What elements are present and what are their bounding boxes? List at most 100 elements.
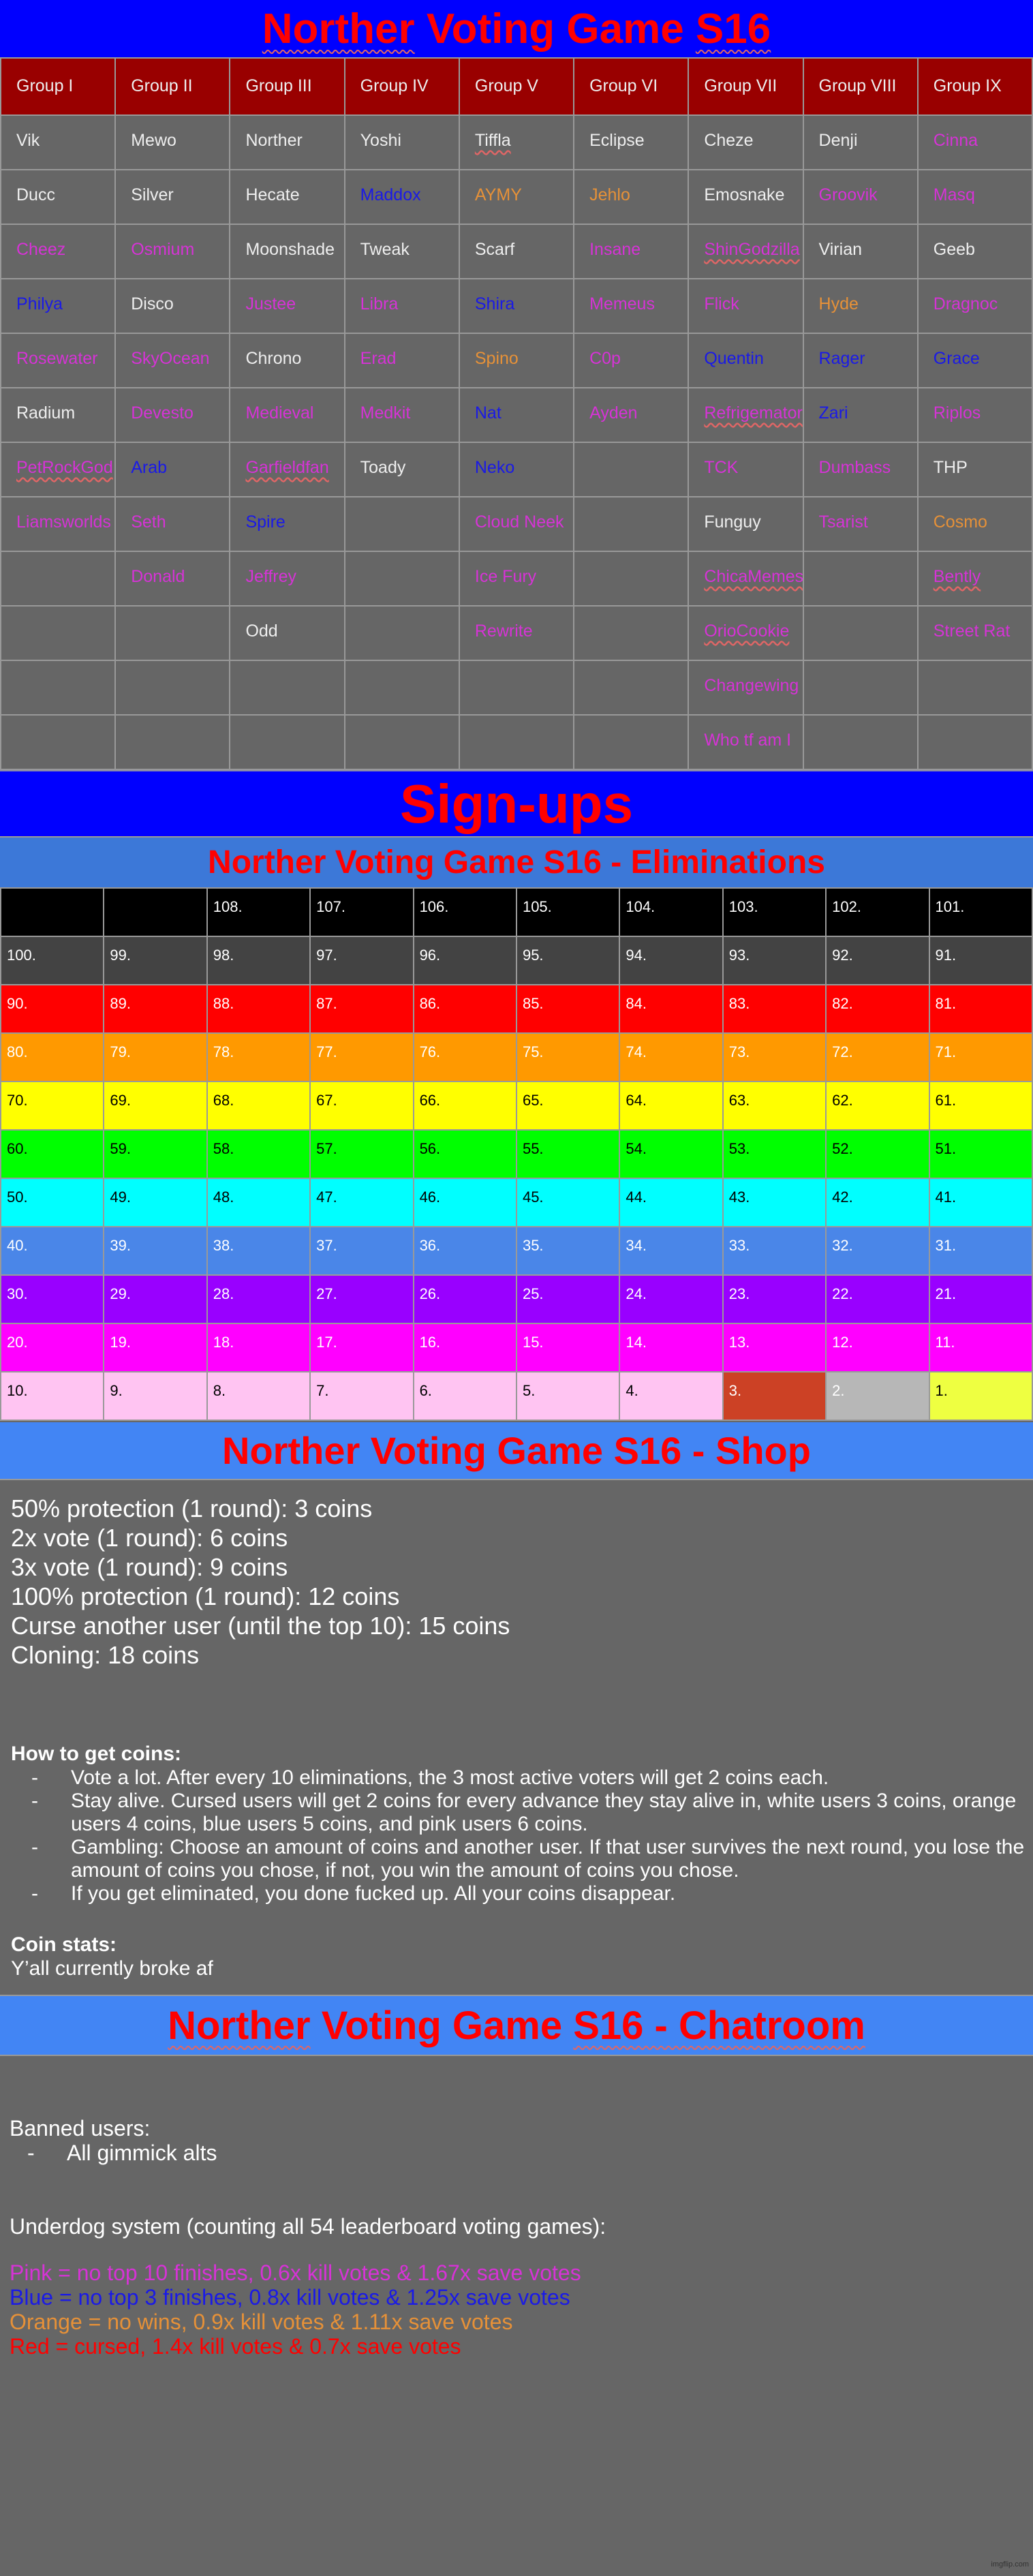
player-name: Chrono bbox=[245, 349, 302, 368]
group-cell: Osmium bbox=[114, 224, 231, 279]
group-cell: Philya bbox=[0, 278, 117, 334]
placement-label: 70. bbox=[7, 1091, 28, 1109]
group-cell: Liamsworlds bbox=[0, 496, 117, 552]
placement-label: 67. bbox=[316, 1091, 337, 1109]
player-name: Arab bbox=[131, 458, 168, 477]
placement-label: 96. bbox=[419, 946, 441, 964]
elimination-slot: 15. bbox=[515, 1323, 621, 1373]
group-cell: Ayden bbox=[573, 387, 690, 443]
placement-label: 6. bbox=[419, 1381, 432, 1399]
elimination-slot: 92. bbox=[825, 936, 930, 985]
placement-label: 101. bbox=[935, 898, 965, 915]
player-name: Cloud Neek bbox=[474, 512, 564, 532]
group-cell: Rager bbox=[802, 333, 919, 388]
coin-rule: If you get eliminated, you done fucked u… bbox=[31, 1882, 1033, 1905]
elimination-slot: 77. bbox=[309, 1032, 414, 1082]
group-cell: PetRockGod bbox=[0, 442, 117, 497]
placement-label: 90. bbox=[7, 994, 28, 1012]
elimination-row: 90. 89. 88. 87. 86. 85. 84. 83. 82. 81. bbox=[0, 984, 1033, 1034]
player-name: Zari bbox=[818, 403, 848, 423]
underdog-tier: Pink = no top 10 finishes, 0.6x kill vot… bbox=[10, 2260, 581, 2285]
player-name: Rewrite bbox=[474, 622, 533, 641]
shop-item: 50% protection (1 round): 3 coins bbox=[11, 1494, 373, 1522]
player-name: Jeffrey bbox=[245, 567, 297, 586]
group-cell: Vik bbox=[0, 114, 117, 170]
placement-label: 45. bbox=[522, 1188, 544, 1206]
group-cell: Virian bbox=[802, 224, 919, 279]
group-cell bbox=[229, 660, 345, 716]
placement-label: 4. bbox=[626, 1381, 638, 1399]
player-name: Rosewater bbox=[16, 349, 98, 368]
placement-label: 32. bbox=[832, 1236, 853, 1254]
elimination-slot: 56. bbox=[412, 1129, 517, 1179]
elimination-row: 10. 9. 8. 7. 6. 5. 4. 3. 2. 1. bbox=[0, 1371, 1033, 1421]
placement-label: 16. bbox=[419, 1333, 441, 1351]
underdog-tier: Blue = no top 3 finishes, 0.8x kill vote… bbox=[10, 2285, 570, 2310]
placement-label: 1. bbox=[935, 1381, 948, 1399]
group-cell: Libra bbox=[343, 278, 460, 334]
placement-label: 31. bbox=[935, 1236, 957, 1254]
placement-label: 73. bbox=[728, 1043, 750, 1060]
group-header: Group III bbox=[229, 57, 345, 116]
elimination-slot: 66. bbox=[412, 1081, 517, 1131]
group-cell: Eclipse bbox=[573, 114, 690, 170]
placement-label: 53. bbox=[728, 1139, 750, 1157]
placement-label: 89. bbox=[110, 994, 131, 1012]
player-name: TCK bbox=[704, 458, 739, 477]
group-header: Group VII bbox=[688, 57, 804, 116]
placement-label: 56. bbox=[419, 1139, 441, 1157]
group-cell: OrioCookie bbox=[688, 605, 804, 661]
placement-label: 14. bbox=[626, 1333, 647, 1351]
placement-label: 68. bbox=[213, 1091, 234, 1109]
placement-label: 20. bbox=[7, 1333, 28, 1351]
elimination-slot: 28. bbox=[206, 1274, 311, 1324]
player-name: Justee bbox=[245, 294, 296, 313]
group-cell bbox=[916, 660, 1033, 716]
player-name: Dumbass bbox=[818, 458, 891, 477]
elimination-slot: 49. bbox=[103, 1178, 208, 1227]
elimination-row: 60. 59. 58. 57. 56. 55. 54. 53. 52. 51. bbox=[0, 1129, 1033, 1179]
placement-label: 8. bbox=[213, 1381, 226, 1399]
group-cell bbox=[458, 660, 575, 716]
group-cell: Geeb bbox=[916, 224, 1033, 279]
elimination-slot: 7. bbox=[309, 1371, 414, 1421]
group-cell: Maddox bbox=[343, 169, 460, 225]
group-cell: Street Rat bbox=[916, 605, 1033, 661]
player-name: OrioCookie bbox=[704, 622, 790, 641]
placement-label: 44. bbox=[626, 1188, 647, 1206]
placement-label: 72. bbox=[832, 1043, 853, 1060]
group-cell: Chrono bbox=[229, 333, 345, 388]
elimination-slot: 24. bbox=[619, 1274, 724, 1324]
elimination-slot: 89. bbox=[103, 984, 208, 1034]
signups-banner: Sign-ups bbox=[0, 770, 1033, 836]
placement-label: 94. bbox=[626, 946, 647, 964]
placement-label: 77. bbox=[316, 1043, 337, 1060]
banned-users-list: All gimmick alts bbox=[10, 2141, 1033, 2165]
player-name: Osmium bbox=[131, 240, 195, 259]
placement-label: 57. bbox=[316, 1139, 337, 1157]
elimination-slot: 34. bbox=[619, 1226, 724, 1276]
placement-label: 40. bbox=[7, 1236, 28, 1254]
placement-label: 62. bbox=[832, 1091, 853, 1109]
elimination-slot: 45. bbox=[515, 1178, 621, 1227]
group-cell bbox=[802, 551, 919, 607]
elimination-slot: 30. bbox=[0, 1274, 105, 1324]
player-name: Medkit bbox=[360, 403, 411, 423]
group-cell bbox=[229, 714, 345, 770]
placement-label: 36. bbox=[419, 1236, 441, 1254]
elimination-slot: 37. bbox=[309, 1226, 414, 1276]
group-cell: Tsarist bbox=[802, 496, 919, 552]
elimination-slot: 57. bbox=[309, 1129, 414, 1179]
placement-label: 37. bbox=[316, 1236, 337, 1254]
placement-label: 107. bbox=[316, 898, 345, 915]
group-cell: Nat bbox=[458, 387, 575, 443]
elimination-slot: 71. bbox=[928, 1032, 1033, 1082]
placement-label: 52. bbox=[832, 1139, 853, 1157]
placement-label: 2. bbox=[832, 1381, 845, 1399]
elimination-slot: 2. bbox=[825, 1371, 930, 1421]
watermark: imgflip.com bbox=[991, 2560, 1029, 2569]
group-cell: Dragnoc bbox=[916, 278, 1033, 334]
placement-label: 69. bbox=[110, 1091, 131, 1109]
placement-label: 17. bbox=[316, 1333, 337, 1351]
shop-body: 50% protection (1 round): 3 coins 2x vote… bbox=[0, 1479, 1033, 1995]
